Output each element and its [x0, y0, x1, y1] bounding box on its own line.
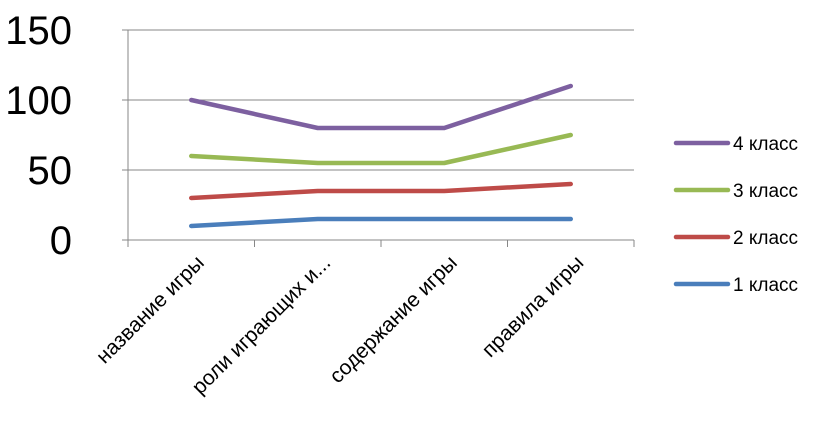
- series-line-1: [189, 216, 573, 229]
- x-tick-label: название игры: [92, 251, 209, 368]
- y-tick-label: 0: [50, 219, 72, 263]
- legend-label: 3 класс: [733, 181, 798, 202]
- legend-label: 2 класс: [733, 228, 798, 249]
- y-tick-label: 50: [28, 149, 73, 193]
- gridlines: [128, 29, 634, 171]
- y-tick-labels: 0 50 100 150: [5, 9, 72, 263]
- series-lines: [189, 83, 573, 229]
- legend-item: 1 класс: [673, 275, 798, 296]
- x-tick-label: роли играющих и...: [188, 251, 336, 399]
- series-line-2: [189, 181, 573, 201]
- legend-item: 2 класс: [673, 228, 798, 249]
- legend-item: 4 класс: [673, 134, 798, 155]
- y-tick-label: 100: [5, 79, 72, 123]
- series-line-3: [189, 132, 573, 166]
- x-tick-label: правила игры: [478, 251, 589, 362]
- legend-label: 1 класс: [733, 275, 798, 296]
- x-tick-label: содержание игры: [325, 251, 462, 388]
- y-tick-label: 150: [5, 9, 72, 53]
- legend-item: 3 класс: [673, 181, 798, 202]
- legend-label: 4 класс: [733, 134, 798, 155]
- axes: [122, 29, 635, 247]
- legend: 4 класс 3 класс 2 класс 1 класс: [673, 134, 798, 296]
- series-line-4: [189, 83, 573, 131]
